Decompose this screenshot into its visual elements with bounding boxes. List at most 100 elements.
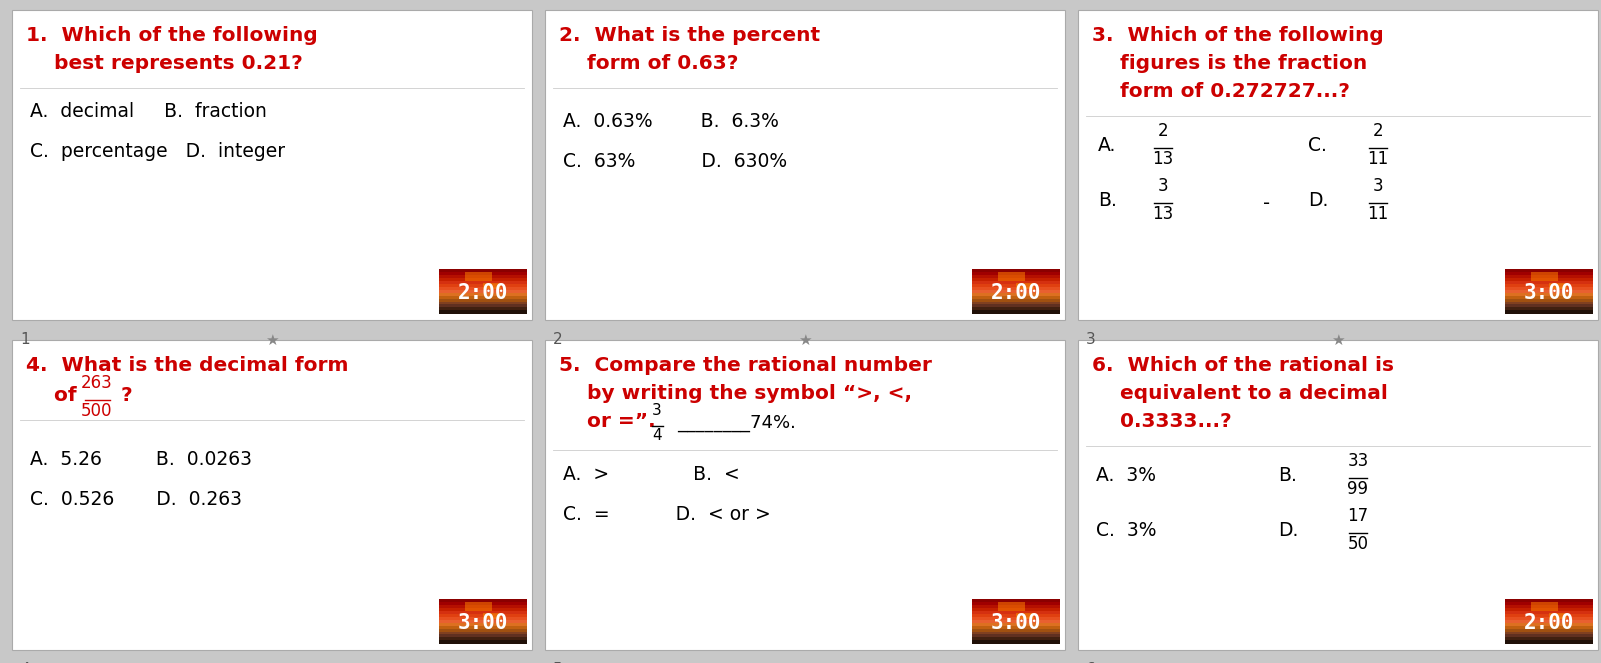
- Bar: [972, 281, 1060, 284]
- Bar: [1505, 626, 1593, 629]
- Text: A.  0.63%        B.  6.3%: A. 0.63% B. 6.3%: [564, 112, 778, 131]
- Bar: [1505, 298, 1593, 302]
- Bar: [484, 613, 501, 619]
- Bar: [466, 272, 492, 281]
- Bar: [439, 620, 527, 623]
- Bar: [1505, 287, 1593, 290]
- Text: form of 0.63?: form of 0.63?: [588, 54, 738, 73]
- Bar: [1532, 603, 1558, 611]
- Text: ________74%.: ________74%.: [677, 414, 796, 432]
- Bar: [1505, 284, 1593, 287]
- Bar: [1505, 275, 1593, 278]
- Bar: [1505, 614, 1593, 617]
- Text: form of 0.272727...?: form of 0.272727...?: [1121, 82, 1350, 101]
- Bar: [439, 287, 527, 290]
- Bar: [1505, 602, 1593, 605]
- Bar: [972, 290, 1060, 293]
- Bar: [1505, 310, 1593, 314]
- Text: 2.  What is the percent: 2. What is the percent: [559, 26, 820, 45]
- Text: A.  3%: A. 3%: [1097, 466, 1156, 485]
- Text: C.  =           D.  < or >: C. = D. < or >: [564, 505, 770, 524]
- Bar: [999, 272, 1025, 281]
- Bar: [439, 605, 527, 609]
- Bar: [1505, 620, 1593, 623]
- Bar: [439, 298, 527, 302]
- Bar: [1505, 269, 1593, 272]
- FancyBboxPatch shape: [11, 10, 532, 320]
- Bar: [1505, 637, 1593, 641]
- Bar: [1505, 278, 1593, 282]
- Bar: [1550, 282, 1567, 288]
- Bar: [1505, 304, 1593, 308]
- Bar: [972, 620, 1060, 623]
- Bar: [972, 284, 1060, 287]
- Text: D.: D.: [1308, 191, 1329, 210]
- Bar: [972, 278, 1060, 282]
- Bar: [439, 269, 527, 272]
- Text: 2: 2: [1372, 122, 1383, 140]
- Bar: [1017, 282, 1034, 288]
- Text: 17: 17: [1348, 507, 1369, 525]
- Bar: [439, 617, 527, 621]
- Bar: [1505, 272, 1593, 276]
- Text: ★: ★: [266, 333, 279, 347]
- Bar: [972, 629, 1060, 632]
- Bar: [1505, 302, 1593, 305]
- Text: 1: 1: [19, 333, 30, 347]
- Text: 11: 11: [1367, 205, 1388, 223]
- Text: ?: ?: [122, 386, 133, 405]
- Text: 2: 2: [1158, 122, 1169, 140]
- Bar: [439, 614, 527, 617]
- Text: C.  percentage   D.  integer: C. percentage D. integer: [30, 142, 285, 161]
- Bar: [439, 281, 527, 284]
- Text: of: of: [54, 386, 83, 405]
- Bar: [972, 623, 1060, 626]
- Bar: [439, 637, 527, 641]
- Text: 3:00: 3:00: [991, 613, 1041, 633]
- Text: 2:00: 2:00: [991, 283, 1041, 303]
- Text: 3: 3: [1158, 177, 1169, 195]
- Bar: [972, 269, 1060, 272]
- Bar: [972, 617, 1060, 621]
- Bar: [1505, 281, 1593, 284]
- Bar: [439, 602, 527, 605]
- Bar: [972, 296, 1060, 299]
- Bar: [972, 272, 1060, 276]
- Bar: [1505, 290, 1593, 293]
- Text: -: -: [1263, 194, 1270, 213]
- Text: 3.  Which of the following: 3. Which of the following: [1092, 26, 1383, 45]
- Text: or =”.: or =”.: [588, 412, 656, 431]
- Bar: [1017, 613, 1034, 619]
- Bar: [1505, 617, 1593, 621]
- Bar: [972, 308, 1060, 311]
- Bar: [972, 602, 1060, 605]
- Bar: [972, 605, 1060, 609]
- Text: 3: 3: [1085, 333, 1095, 347]
- Bar: [1505, 605, 1593, 609]
- Bar: [972, 632, 1060, 635]
- Bar: [1505, 608, 1593, 611]
- Bar: [972, 640, 1060, 644]
- Bar: [1505, 623, 1593, 626]
- FancyBboxPatch shape: [544, 340, 1065, 650]
- Text: 263: 263: [82, 374, 114, 392]
- Bar: [972, 634, 1060, 638]
- Bar: [1505, 611, 1593, 615]
- Bar: [972, 611, 1060, 615]
- Text: A.: A.: [1098, 136, 1116, 155]
- Bar: [439, 640, 527, 644]
- Bar: [439, 293, 527, 296]
- Bar: [439, 275, 527, 278]
- Text: A.  >              B.  <: A. > B. <: [564, 465, 740, 484]
- Bar: [1505, 640, 1593, 644]
- Text: A.  5.26         B.  0.0263: A. 5.26 B. 0.0263: [30, 450, 251, 469]
- Bar: [972, 637, 1060, 641]
- Text: 0.3333...?: 0.3333...?: [1121, 412, 1231, 431]
- Bar: [439, 634, 527, 638]
- Bar: [972, 302, 1060, 305]
- Text: ★: ★: [799, 333, 812, 347]
- Text: D.: D.: [1278, 521, 1298, 540]
- Bar: [439, 632, 527, 635]
- Text: 33: 33: [1348, 452, 1369, 470]
- Text: C.  63%           D.  630%: C. 63% D. 630%: [564, 152, 788, 171]
